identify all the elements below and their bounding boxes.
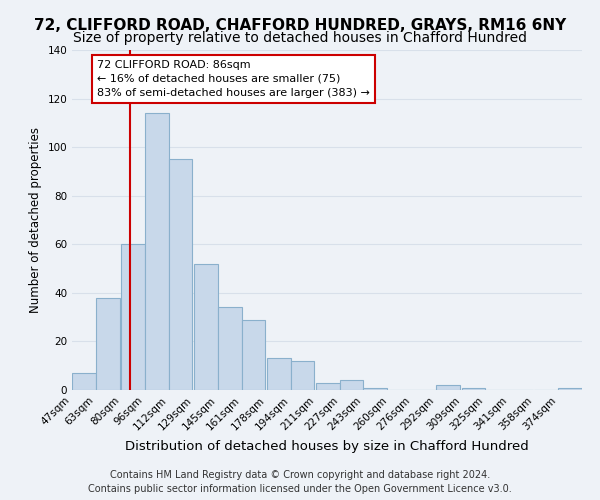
Bar xyxy=(72,373,96,390)
Bar xyxy=(558,388,582,390)
Bar xyxy=(340,380,364,390)
Bar xyxy=(461,388,485,390)
Bar xyxy=(436,385,460,390)
Text: Size of property relative to detached houses in Chafford Hundred: Size of property relative to detached ho… xyxy=(73,31,527,45)
Bar xyxy=(169,160,193,390)
Bar xyxy=(218,308,242,390)
Bar xyxy=(96,298,119,390)
Bar xyxy=(194,264,218,390)
Bar xyxy=(316,382,340,390)
Bar xyxy=(242,320,265,390)
Bar xyxy=(290,361,314,390)
Bar xyxy=(121,244,145,390)
X-axis label: Distribution of detached houses by size in Chafford Hundred: Distribution of detached houses by size … xyxy=(125,440,529,453)
Text: 72 CLIFFORD ROAD: 86sqm
← 16% of detached houses are smaller (75)
83% of semi-de: 72 CLIFFORD ROAD: 86sqm ← 16% of detache… xyxy=(97,60,370,98)
Bar xyxy=(145,113,169,390)
Text: Contains HM Land Registry data © Crown copyright and database right 2024.
Contai: Contains HM Land Registry data © Crown c… xyxy=(88,470,512,494)
Text: 72, CLIFFORD ROAD, CHAFFORD HUNDRED, GRAYS, RM16 6NY: 72, CLIFFORD ROAD, CHAFFORD HUNDRED, GRA… xyxy=(34,18,566,32)
Bar xyxy=(364,388,387,390)
Bar xyxy=(267,358,290,390)
Y-axis label: Number of detached properties: Number of detached properties xyxy=(29,127,42,313)
